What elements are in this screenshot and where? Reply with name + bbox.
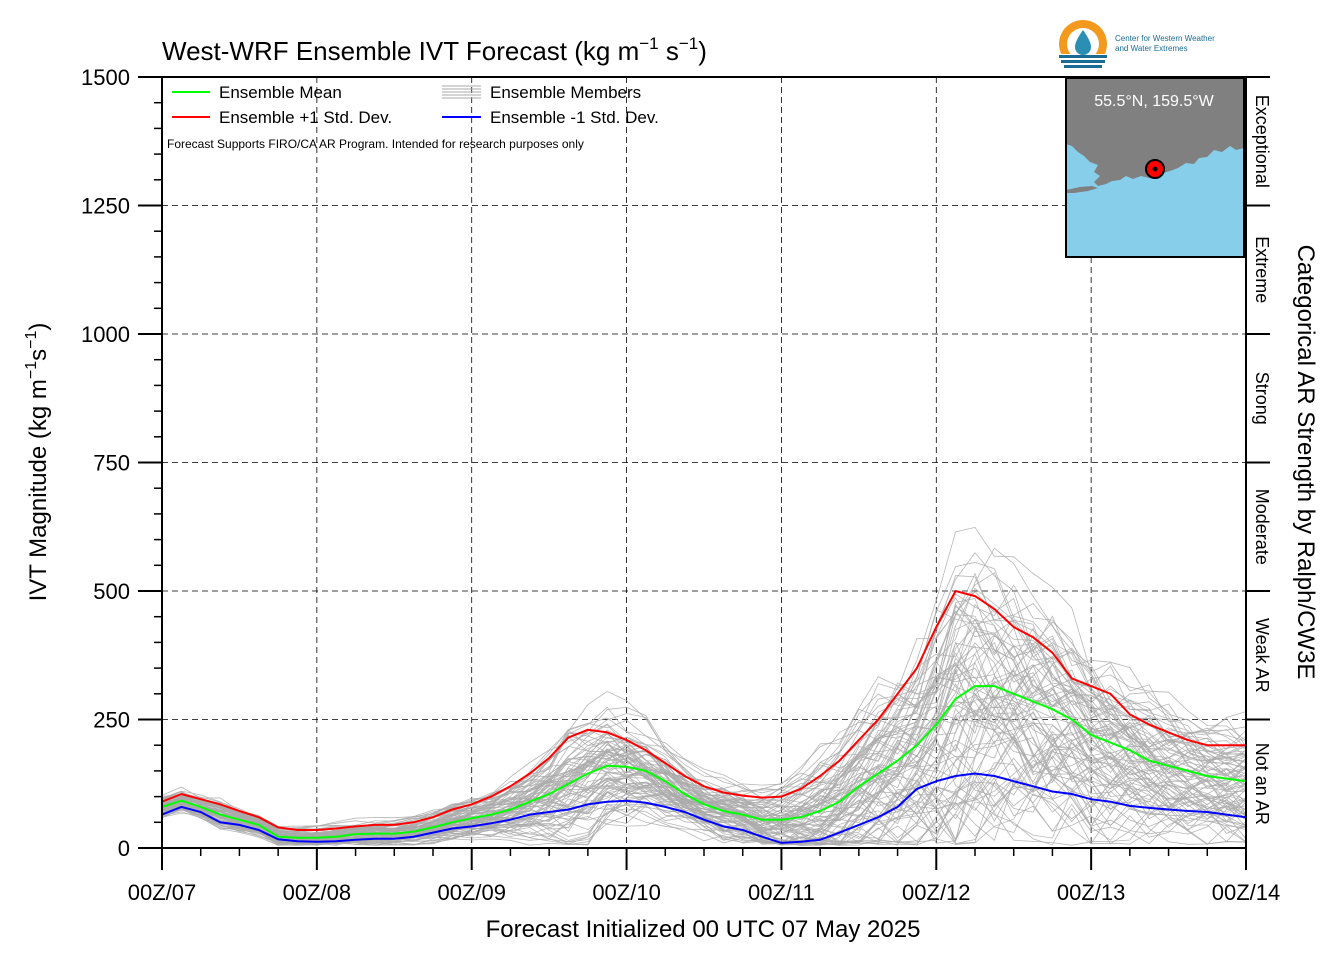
inset-map: 55.5°N, 159.5°W <box>1065 77 1245 258</box>
logo-text-line1: Center for Western Weather <box>1115 34 1215 43</box>
ensemble-member-line <box>162 722 1246 845</box>
category-label: Moderate <box>1252 489 1272 565</box>
series-lines <box>162 589 1246 844</box>
y-tick-label: 1500 <box>81 65 130 90</box>
legend-label-minus-std: Ensemble -1 Std. Dev. <box>490 108 659 127</box>
ensemble-member-line <box>162 653 1246 839</box>
map-location-label: 55.5°N, 159.5°W <box>1094 93 1214 110</box>
map-frame <box>1065 77 1245 258</box>
x-tick-label: 00Z/09 <box>437 880 506 905</box>
series-line-minus-std <box>162 772 1246 844</box>
ensemble-member-line <box>162 676 1246 843</box>
cw3e-logo: Center for Western Weather and Water Ext… <box>1057 20 1215 70</box>
ensemble-member-line <box>162 618 1246 835</box>
ensemble-member-line <box>162 696 1246 838</box>
ensemble-member-line <box>162 641 1246 838</box>
y-tick-label: 250 <box>93 708 130 733</box>
y-tick-label: 1000 <box>81 322 130 347</box>
y-tick-label: 1250 <box>81 194 130 219</box>
chart-title: West-WRF Ensemble IVT Forecast (kg m−1 s… <box>162 34 707 66</box>
logo-text-line2: and Water Extremes <box>1115 44 1188 53</box>
category-label: Not an AR <box>1252 743 1272 825</box>
series-line-ensemble-mean <box>162 685 1246 839</box>
ensemble-member-line <box>162 610 1246 831</box>
legend-label-mean: Ensemble Mean <box>219 83 342 102</box>
ensemble-member-line <box>162 561 1246 830</box>
legend: Ensemble Mean Ensemble +1 Std. Dev. Ense… <box>167 83 659 151</box>
ensemble-member-line <box>162 777 1246 846</box>
legend-swatch-members <box>442 85 481 99</box>
ensemble-member-line <box>162 719 1246 846</box>
map-island-1 <box>1066 186 1098 193</box>
x-tick-label: 00Z/07 <box>128 880 197 905</box>
y-tick-label: 500 <box>93 579 130 604</box>
x-axis-label: Forecast Initialized 00 UTC 07 May 2025 <box>486 916 921 943</box>
legend-label-members: Ensemble Members <box>490 83 641 102</box>
x-tick-label: 00Z/12 <box>902 880 971 905</box>
ensemble-member-line <box>162 688 1246 835</box>
category-label: Strong <box>1252 372 1272 425</box>
category-label: Weak AR <box>1252 618 1272 693</box>
y-tick-label: 0 <box>118 836 130 861</box>
research-note: Forecast Supports FIRO/CA AR Program. In… <box>167 137 584 151</box>
x-tick-label: 00Z/11 <box>748 880 815 905</box>
map-island-3 <box>1214 136 1230 144</box>
map-land-alaska <box>1066 78 1244 186</box>
y-tick-label: 750 <box>93 451 130 476</box>
ensemble-member-lines <box>162 526 1246 846</box>
ensemble-member-line <box>162 682 1246 846</box>
ensemble-member-line <box>162 584 1246 831</box>
map-island-2 <box>1192 146 1206 153</box>
x-tick-label: 00Z/10 <box>592 880 661 905</box>
x-tick-label: 00Z/08 <box>283 880 352 905</box>
ar-category-scale: Not an AR Weak AR Moderate Strong Extreme Exc… <box>1246 76 1272 825</box>
series-line-plus-std <box>162 589 1246 831</box>
x-tick-label: 00Z/14 <box>1212 880 1281 905</box>
water-drop-icon <box>1075 30 1091 55</box>
category-label: Exceptional <box>1252 95 1272 188</box>
legend-label-plus-std: Ensemble +1 Std. Dev. <box>219 108 392 127</box>
right-axis-label: Categorical AR Strength by Ralph/CW3E <box>1292 245 1319 680</box>
y-axis-label: IVT Magnitude (kg m−1s−1) <box>23 323 52 602</box>
axes: 0 250 500 750 1000 1250 1500 00Z/07 00Z/08 00Z/09… <box>81 65 1280 905</box>
x-tick-label: 00Z/13 <box>1057 880 1126 905</box>
category-label: Extreme <box>1252 236 1272 303</box>
ensemble-member-line <box>162 738 1246 846</box>
